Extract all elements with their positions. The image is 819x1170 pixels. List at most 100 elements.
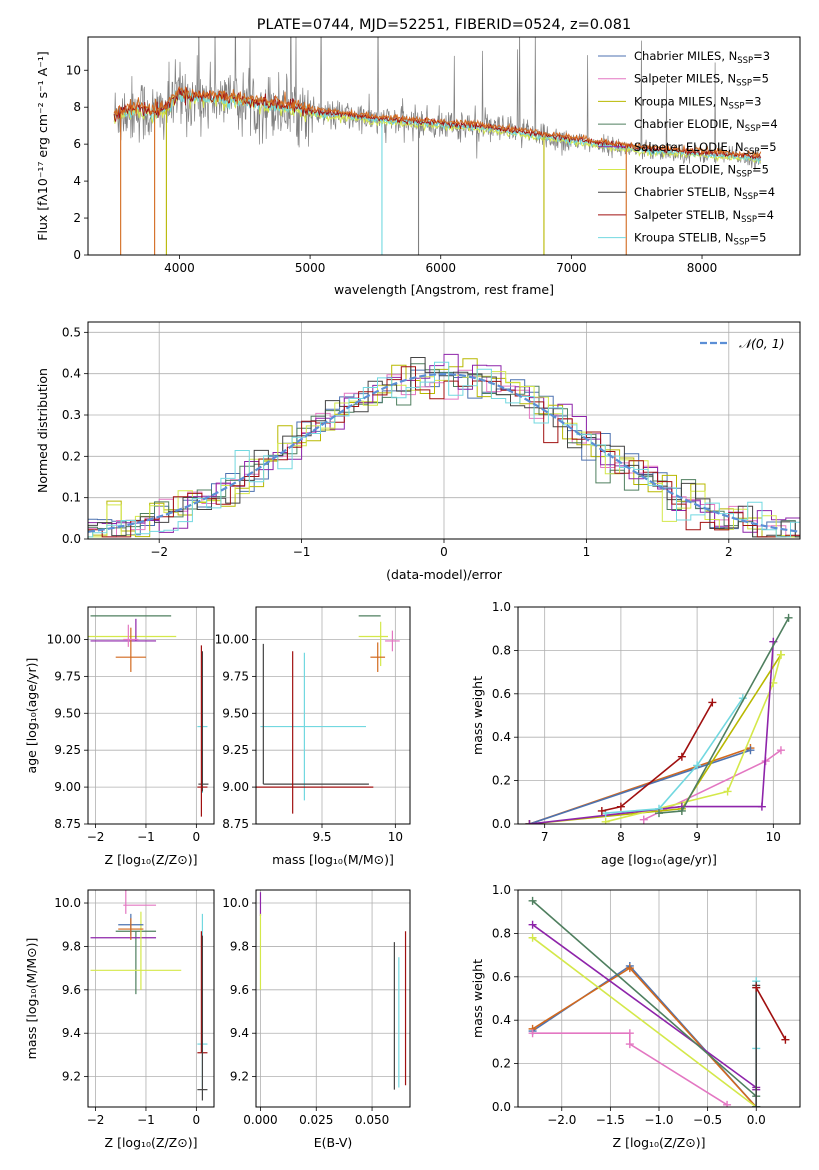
weight-series-line [605, 697, 744, 814]
weight_vs_age-frame [517, 606, 801, 825]
y-tick-label: 0.6 [492, 687, 511, 701]
weight-point-marker [708, 698, 717, 707]
legend-label-tail: =5 [752, 163, 769, 177]
legend-label-sub: SSP [737, 56, 753, 66]
weight-point-marker [776, 650, 785, 659]
errorbar-point [123, 890, 157, 914]
x-tick-label: 9.5 [312, 830, 331, 844]
x-tick-label: 6000 [425, 261, 456, 275]
residuals-axes: −2 −1 0 1 2 0.0 0.1 0.2 0.3 0.4 0.5 [62, 322, 800, 559]
y-tick-label: 0.2 [62, 449, 81, 463]
weight-series-line [532, 1032, 728, 1106]
x-tick-label: −2 [150, 545, 168, 559]
mass_vs_z-frame [87, 889, 215, 1108]
x-tick-label: 7 [541, 830, 549, 844]
y-tick-label: 9.6 [230, 983, 249, 997]
legend-label-sub: SSP [744, 147, 760, 157]
weight-series [655, 613, 793, 818]
residuals-x-label: (data-model)/error [386, 567, 503, 582]
weight-series-line [601, 702, 714, 812]
y-tick-label: 0.8 [492, 643, 511, 657]
legend-label-tail: =3 [753, 49, 770, 63]
y-tick-label: 8.75 [54, 817, 81, 831]
spectrum-title: PLATE=0744, MJD=52251, FIBERID=0524, z=0… [257, 17, 631, 33]
legend-label-sub: SSP [741, 215, 757, 225]
x-tick-label: 0.050 [355, 1113, 389, 1127]
mass_vs_ebv-errorbars [259, 892, 407, 1090]
x-tick-label: 0 [193, 1113, 201, 1127]
histogram-lines [88, 353, 800, 538]
weight_vs_z-x-label: Z [log₁₀(Z/Z⊙)] [613, 1135, 706, 1150]
y-tick-label: 9.2 [62, 1070, 81, 1084]
weight-point-marker [752, 1103, 761, 1107]
gaussian-legend-label: 𝒩(0, 1) [739, 336, 785, 351]
errorbar-point [256, 651, 374, 814]
age_vs_mass-errorbars [256, 615, 400, 814]
spectrum-y-label: Flux [fλ10⁻¹⁷ erg cm⁻² s⁻¹ A⁻¹] [35, 51, 50, 240]
x-tick-label: 0.0 [747, 1113, 766, 1127]
mass_vs_z-axes: −2 −1 0 9.2 9.4 9.6 9.8 10.0 [54, 890, 214, 1127]
x-tick-label: 8000 [687, 261, 718, 275]
errorbar-point [260, 652, 366, 801]
x-tick-label: 7000 [556, 261, 587, 275]
errorbar-point [197, 645, 208, 817]
y-tick-label: 0.4 [62, 367, 81, 381]
y-tick-label: 0.0 [492, 1100, 511, 1114]
weight-series-line [529, 749, 751, 824]
errorbar-point [123, 624, 139, 647]
weight-series [752, 981, 761, 1107]
legend-label: Chabrier ELODIE, NSSP=4 [634, 117, 778, 134]
x-tick-label: −1 [293, 545, 311, 559]
weight-series [597, 698, 717, 815]
spectrum-axes: 4000 5000 6000 7000 8000 0 2 4 6 8 10 [66, 37, 762, 275]
weight-point-marker [601, 817, 610, 824]
weight-series [752, 983, 790, 1044]
errorbar-point [115, 627, 146, 672]
y-tick-label: 0.0 [492, 817, 511, 831]
weight-point-marker [752, 983, 761, 992]
x-tick-label: −1 [137, 1113, 155, 1127]
y-tick-label: 9.00 [222, 780, 249, 794]
weight_vs_z-lines [528, 896, 790, 1107]
legend-label-tail: =3 [744, 94, 761, 108]
legend-label-main: Kroupa MILES, N [634, 94, 729, 108]
legend-label: Kroupa ELODIE, NSSP=5 [634, 163, 769, 180]
x-tick-label: 8 [617, 830, 625, 844]
y-tick-label: 8 [73, 100, 81, 114]
legend-label: Kroupa STELIB, NSSP=5 [634, 231, 766, 248]
age_vs_z-frame [87, 606, 215, 825]
x-tick-label: −1 [137, 830, 155, 844]
x-tick-label: 0 [193, 830, 201, 844]
y-tick-label: 9.4 [230, 1026, 249, 1040]
x-tick-label: 0.025 [299, 1113, 333, 1127]
weight-series-line [532, 964, 757, 1107]
legend-label-sub: SSP [742, 192, 758, 202]
y-tick-label: 10.0 [54, 896, 81, 910]
residuals-y-label: Normed distribution [35, 368, 50, 493]
weight-point-marker [625, 964, 634, 973]
legend-label-tail: =4 [757, 208, 774, 222]
weight-point-marker [693, 761, 702, 770]
weight-series [525, 637, 778, 824]
legend-label: Kroupa MILES, NSSP=3 [634, 94, 761, 111]
y-tick-label: 8.75 [222, 817, 249, 831]
age_vs_mass-axes: 9.5 10 8.75 9.00 9.25 9.50 9.75 10.00 [215, 607, 410, 844]
x-tick-label: 1 [583, 545, 591, 559]
legend-label-sub: SSP [745, 124, 761, 134]
y-tick-label: 0.3 [62, 408, 81, 422]
errorbar-point [262, 643, 369, 785]
weight_vs_age-y-label: mass weight [470, 676, 485, 755]
y-tick-label: 9.25 [222, 743, 249, 757]
age_vs_mass-frame [255, 606, 411, 825]
weight-series [528, 896, 761, 1107]
weight-series-line [532, 900, 758, 1107]
y-tick-label: 0.0 [62, 532, 81, 546]
weight-point-marker [528, 920, 537, 929]
y-tick-label: 10.00 [215, 632, 249, 646]
y-tick-label: 0.4 [492, 1013, 511, 1027]
errorbar-point [115, 930, 157, 995]
y-tick-label: 4 [73, 174, 81, 188]
weight-point-marker [776, 746, 785, 755]
legend-label-tail: =5 [749, 231, 766, 245]
